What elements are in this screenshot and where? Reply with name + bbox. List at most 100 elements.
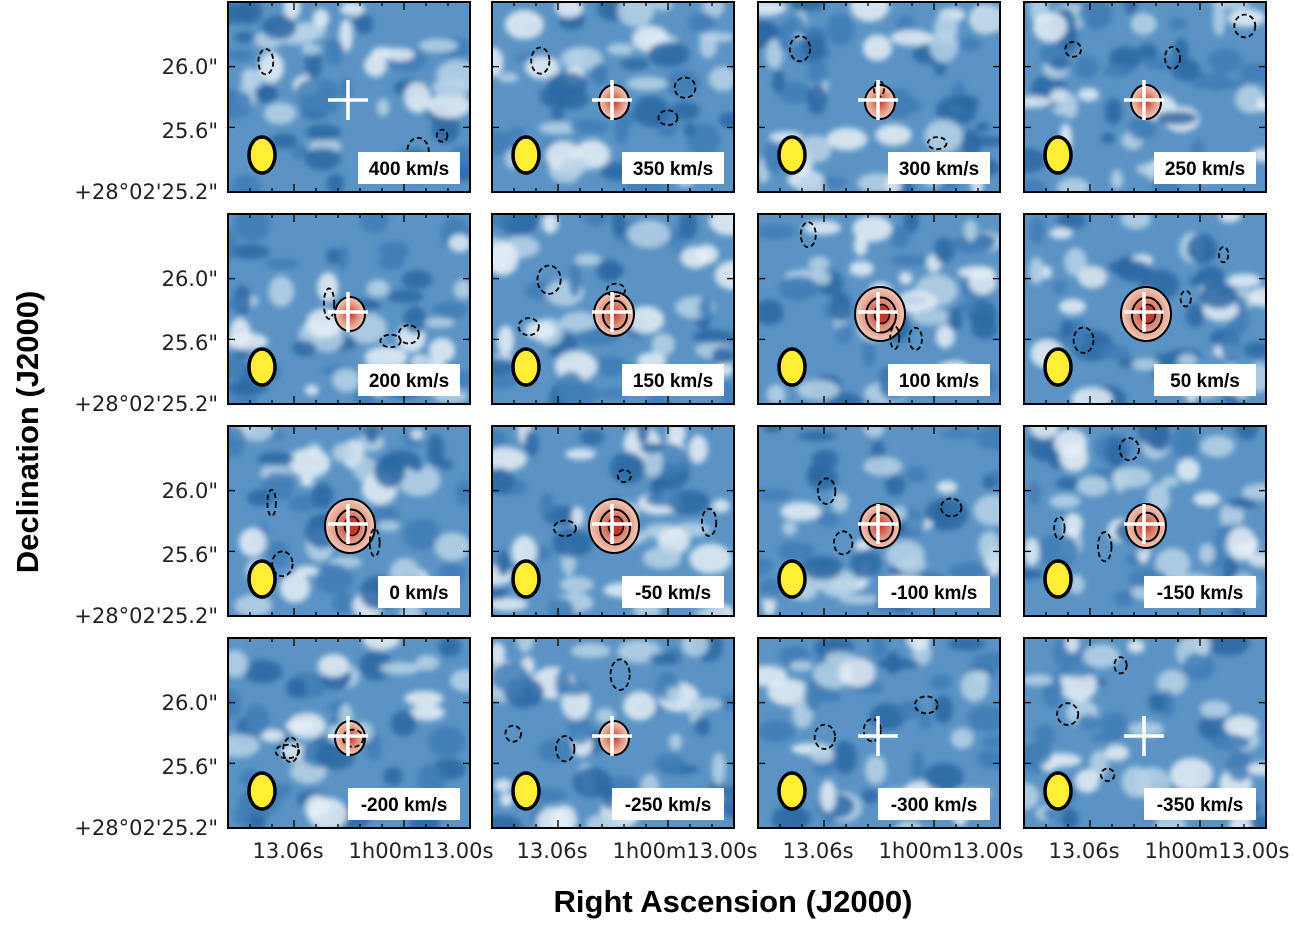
negative-contour: [833, 530, 854, 556]
velocity-label-box: [622, 152, 724, 184]
noise-texture: [1024, 2, 1266, 192]
velocity-label: 400 km/s: [369, 159, 449, 180]
tick-marks: [492, 426, 734, 616]
beam-ellipse: [1043, 771, 1073, 811]
velocity-label-box: [1154, 152, 1256, 184]
negative-contour: [322, 287, 336, 320]
emission-contour: [598, 84, 630, 120]
negative-contour: [816, 477, 837, 505]
channel-panel: 300 km/s: [757, 1, 1001, 193]
channel-panel: -200 km/s: [227, 637, 471, 829]
x-tick-label: 13.06s: [252, 839, 323, 863]
y-tick-label: 25.6": [162, 543, 218, 567]
emission-contour: [602, 299, 628, 331]
negative-contour: [397, 324, 420, 345]
y-tick-label: 25.6": [162, 755, 218, 779]
emission-contour: [1131, 296, 1163, 334]
x-tick-label: 1h00m13.00s: [613, 839, 758, 863]
negative-contour: [616, 468, 632, 484]
x-tick-labels: 13.06s 1h00m13.00s 13.06s 1h00m13.00s 13.06s…: [252, 839, 1289, 863]
channel-panel: -300 km/s: [757, 637, 1001, 829]
panel-frame: [757, 637, 1001, 829]
negative-contour: [1072, 326, 1095, 354]
channel-panel: -250 km/s: [491, 637, 735, 829]
tick-marks: [758, 426, 1000, 616]
beam-ellipse: [247, 559, 277, 599]
velocity-label: -350 km/s: [1157, 795, 1244, 816]
y-tick-label: 25.6": [162, 331, 218, 355]
velocity-label: 50 km/s: [1170, 371, 1240, 392]
negative-contour: [266, 488, 277, 517]
channel-panel: 100 km/s: [757, 213, 1001, 405]
panel-frame: [491, 1, 735, 193]
beam-ellipse: [247, 347, 277, 387]
negative-contour: [657, 109, 679, 126]
velocity-label-box: [622, 576, 724, 608]
y-tick-labels: 26.0" 25.6" +28°02'25.2" 26.0" 25.6" +28°02'2…: [74, 55, 218, 840]
negative-contour: [799, 221, 817, 249]
velocity-label-box: [612, 788, 724, 820]
velocity-label-box: [878, 788, 990, 820]
panel-frame: [757, 425, 1001, 617]
negative-contour: [552, 519, 577, 538]
negative-contour: [536, 264, 562, 295]
noise-texture: [492, 214, 734, 404]
velocity-label: -100 km/s: [891, 583, 978, 604]
noise-texture: [758, 638, 1000, 828]
beam-ellipse: [511, 135, 541, 175]
negative-contour: [926, 136, 948, 151]
x-axis-title: Right Ascension (J2000): [554, 884, 913, 919]
emission-contour: [599, 508, 631, 546]
velocity-label-box: [1144, 788, 1256, 820]
tick-marks: [492, 2, 734, 192]
channel-panel: -50 km/s: [491, 425, 735, 617]
velocity-label: 300 km/s: [899, 159, 979, 180]
beam-ellipse: [777, 135, 807, 175]
velocity-label: 200 km/s: [369, 371, 449, 392]
velocity-label-box: [358, 364, 460, 396]
panel-frame: [757, 213, 1001, 405]
channel-panel: -350 km/s: [1023, 637, 1267, 829]
negative-contour: [1218, 246, 1230, 264]
negative-contour: [1053, 516, 1066, 541]
panel-frame: [491, 213, 735, 405]
beam-ellipse: [511, 559, 541, 599]
emission-contour: [1134, 511, 1160, 543]
tick-marks: [228, 638, 470, 828]
emission-contour: [335, 508, 367, 546]
y-tick-label: +28°02'25.2": [74, 604, 218, 628]
y-tick-label: 26.0": [162, 691, 218, 715]
beam-ellipse: [777, 559, 807, 599]
channel-panel: 150 km/s: [491, 213, 735, 405]
y-tick-label: +28°02'25.2": [74, 816, 218, 840]
channel-panel: 350 km/s: [491, 1, 735, 193]
negative-contour: [504, 724, 523, 743]
velocity-label: 100 km/s: [899, 371, 979, 392]
panel-frame: [757, 1, 1001, 193]
x-tick-label: 13.06s: [782, 839, 853, 863]
negative-contour: [435, 128, 449, 143]
channel-panel: 400 km/s: [227, 1, 471, 193]
negative-contour: [908, 326, 923, 351]
negative-contour: [555, 735, 576, 763]
panel-frame: [1023, 213, 1267, 405]
negative-contour: [862, 718, 882, 743]
panel-frame: [227, 425, 471, 617]
velocity-label: -250 km/s: [625, 795, 712, 816]
emission-contour: [598, 720, 630, 756]
velocity-label: -300 km/s: [891, 795, 978, 816]
velocity-label-box: [1154, 364, 1256, 396]
beam-ellipse: [1043, 559, 1073, 599]
channel-panel: -150 km/s: [1023, 425, 1267, 617]
beam-ellipse: [777, 771, 807, 811]
x-tick-label: 1h00m13.00s: [1145, 839, 1290, 863]
negative-contour: [517, 317, 540, 337]
tick-marks: [758, 638, 1000, 828]
panel-grid: 400 km/s 350 km/s 300 km/s 250 km/s 200 km/s…: [227, 1, 1267, 829]
negative-contour: [1099, 767, 1116, 782]
negative-contour: [700, 507, 718, 537]
tick-marks: [492, 214, 734, 404]
y-tick-label: 26.0": [162, 479, 218, 503]
beam-ellipse: [247, 135, 277, 175]
